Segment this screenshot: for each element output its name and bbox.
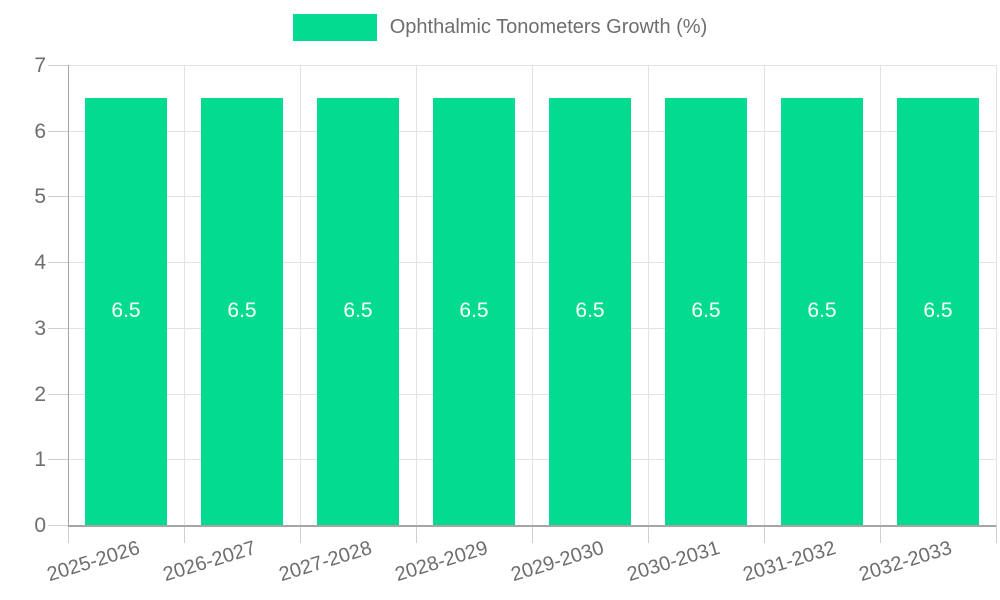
- bar[interactable]: [433, 97, 515, 525]
- y-tick-label: 0: [34, 514, 46, 537]
- bar-value-label: 6.5: [923, 299, 953, 323]
- bar[interactable]: [665, 97, 747, 525]
- legend-swatch[interactable]: [292, 14, 377, 41]
- x-axis-tick: [184, 525, 185, 543]
- y-tick-label: 4: [34, 251, 46, 275]
- v-gridline: [648, 65, 649, 525]
- chart-legend: Ophthalmic Tonometers Growth (%): [0, 14, 1000, 41]
- y-axis-line: [68, 65, 69, 525]
- y-axis-tick: [48, 327, 68, 329]
- y-axis-tick: [48, 459, 68, 461]
- y-tick-label: 5: [34, 185, 46, 209]
- x-axis-tick: [300, 525, 301, 543]
- x-axis-line: [68, 525, 996, 527]
- x-axis-tick: [648, 525, 649, 543]
- bar-value-label: 6.5: [459, 299, 489, 323]
- v-gridline: [532, 65, 533, 525]
- y-axis-tick: [48, 262, 68, 264]
- v-gridline: [764, 65, 765, 525]
- v-gridline: [184, 65, 185, 525]
- y-tick-label: 2: [34, 382, 46, 406]
- x-axis-tick: [416, 525, 417, 543]
- x-axis-tick: [996, 525, 997, 543]
- x-axis-tick: [764, 525, 765, 543]
- bar-value-label: 6.5: [227, 299, 257, 323]
- bar[interactable]: [317, 97, 399, 525]
- x-axis-tick: [68, 525, 69, 543]
- y-tick-label: 6: [34, 119, 46, 143]
- y-axis-tick: [48, 130, 68, 132]
- bar[interactable]: [781, 97, 863, 525]
- x-axis-tick: [532, 525, 533, 543]
- bar[interactable]: [85, 97, 167, 525]
- y-tick-label: 1: [34, 448, 46, 472]
- legend-label[interactable]: Ophthalmic Tonometers Growth (%): [389, 16, 708, 38]
- x-axis-tick: [880, 525, 881, 543]
- y-tick-label: 7: [34, 54, 46, 77]
- bar-value-label: 6.5: [807, 299, 837, 323]
- bar[interactable]: [201, 97, 283, 525]
- v-gridline: [300, 65, 301, 525]
- y-axis-tick: [48, 196, 68, 198]
- v-gridline: [880, 65, 881, 525]
- y-axis-tick: [48, 525, 68, 526]
- bar-value-label: 6.5: [111, 299, 141, 323]
- v-gridline: [416, 65, 417, 525]
- y-tick-label: 3: [34, 316, 46, 340]
- v-gridline: [996, 65, 997, 525]
- bar[interactable]: [897, 97, 979, 525]
- y-axis-tick: [48, 393, 68, 395]
- bar-value-label: 6.5: [575, 299, 605, 323]
- bar-value-label: 6.5: [343, 299, 373, 323]
- y-axis-tick: [48, 65, 68, 66]
- bar[interactable]: [549, 97, 631, 525]
- bar-value-label: 6.5: [691, 299, 721, 323]
